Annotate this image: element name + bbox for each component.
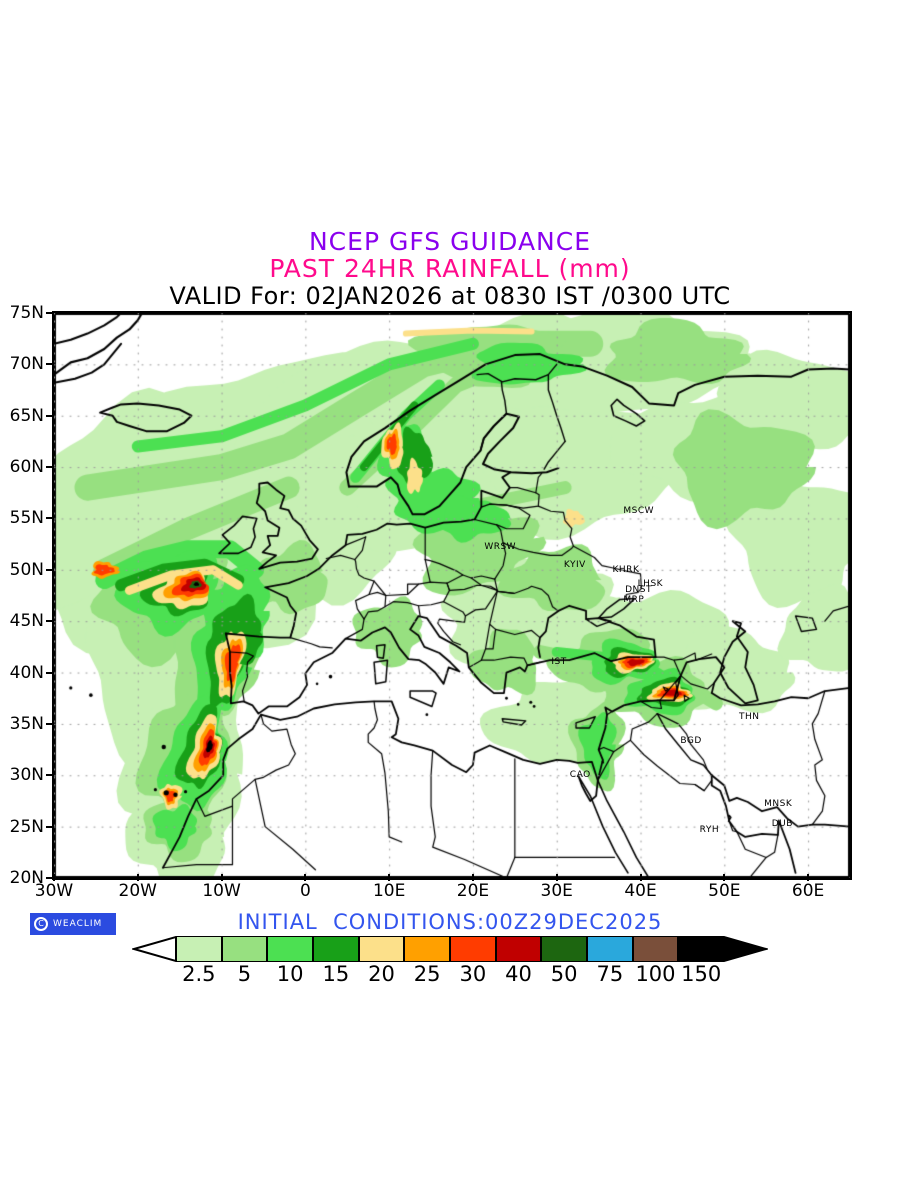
city-label-lhsk: LHSK (637, 579, 664, 590)
city-label-mrp: MRP (623, 594, 645, 605)
lon-tick (304, 874, 307, 881)
colorbar-tick-5: 5 (237, 962, 252, 986)
lat-tick (46, 466, 53, 469)
city-label-thn: THN (739, 711, 760, 722)
lat-label-50N: 50N (9, 559, 44, 580)
colorbar-band-2 (267, 936, 313, 962)
city-label-bgd: BGD (680, 736, 702, 747)
colorbar-tick-40: 40 (505, 962, 532, 986)
colorbar-band-0 (176, 936, 222, 962)
colorbar-band-9 (587, 936, 633, 962)
lat-label-65N: 65N (9, 405, 44, 426)
colorbar-tick-100: 100 (635, 962, 676, 986)
lat-tick (46, 620, 53, 623)
lat-label-55N: 55N (9, 508, 44, 529)
colorbar-tick-25: 25 (413, 962, 441, 986)
lat-tick (46, 825, 53, 828)
lat-tick (46, 363, 53, 366)
city-label-khrk: KHRK (612, 564, 640, 575)
city-label-wrsw: WRSW (484, 542, 517, 553)
colorbar-band-11 (678, 936, 724, 962)
lat-tick (46, 517, 53, 520)
colorbar-tick-15: 15 (322, 962, 350, 986)
colorbar-band-6 (450, 936, 496, 962)
lon-tick (807, 874, 810, 881)
lon-label-30W: 30W (34, 881, 74, 901)
city-label-mscw: MSCW (623, 505, 655, 516)
product-title: PAST 24HR RAINFALL (mm) (269, 254, 631, 283)
lat-tick (46, 414, 53, 417)
colorbar-band-10 (632, 936, 679, 962)
lon-tick (471, 874, 474, 881)
lat-label-40N: 40N (9, 662, 44, 683)
lon-label-40E: 40E (624, 881, 657, 901)
lat-tick (46, 877, 53, 879)
lat-label-35N: 35N (9, 713, 44, 734)
city-label-ist: IST (551, 657, 567, 668)
city-label-dnst: DNST (625, 585, 652, 596)
lon-tick (723, 874, 726, 881)
lon-label-60E: 60E (791, 881, 825, 901)
lon-label-10E: 10E (372, 881, 406, 901)
lat-tick (46, 774, 53, 777)
colorbar-tick-150: 150 (681, 962, 722, 986)
lon-label-10W: 10W (202, 881, 241, 901)
colorbar-band-1 (221, 936, 268, 962)
colorbar-under-arrow (132, 936, 176, 962)
map-frame: MSCW KYIV KHRK LHSK DNST MRP WRSW IST CAO THN BGD R… (52, 311, 852, 880)
lat-label-20N: 20N (9, 868, 44, 888)
lon-label-20E: 20E (456, 881, 490, 901)
model-title: NCEP GFS GUIDANCE (308, 227, 591, 256)
lon-tick (555, 874, 558, 881)
lon-tick (388, 874, 391, 881)
lat-tick (46, 312, 53, 314)
colorbar-tick-75: 75 (596, 962, 624, 986)
colorbar-over-arrow (724, 936, 768, 962)
colorbar-tick-2.5: 2.5 (182, 962, 216, 986)
lon-tick (220, 874, 223, 881)
city-label-cao: CAO (569, 770, 591, 781)
lat-label-70N: 70N (9, 354, 44, 375)
colorbar-tick-20: 20 (368, 962, 395, 986)
lon-tick (639, 874, 642, 881)
weaclim-logo: C WEACLIM (30, 913, 116, 935)
city-label-dub: DUB (771, 818, 793, 829)
lon-label-0: 0 (299, 881, 311, 901)
lon-label-20W: 20W (118, 881, 157, 901)
copyright-icon: C (34, 917, 48, 931)
lon-tick (136, 874, 139, 881)
colorbar-band-3 (313, 936, 359, 962)
lon-label-50E: 50E (708, 881, 741, 901)
colorbar-tick-10: 10 (276, 962, 304, 986)
lon-label-30E: 30E (540, 881, 573, 901)
lat-label-75N: 75N (9, 303, 44, 323)
colorbar-tick-30: 30 (459, 962, 487, 986)
city-label-ryh: RYH (699, 824, 720, 835)
colorbar-bands (132, 936, 768, 962)
lat-tick (46, 568, 53, 571)
rainfall-map-canvas (54, 313, 850, 878)
city-label-kyiv: KYIV (563, 560, 586, 571)
lat-tick (46, 722, 53, 725)
logo-label: WEACLIM (53, 919, 103, 929)
lon-tick (53, 874, 55, 881)
title-block: NCEP GFS GUIDANCE PAST 24HR RAINFALL (mm… (0, 228, 900, 310)
colorbar-band-4 (358, 936, 405, 962)
initial-conditions-text: INITIAL CONDITIONS:00Z29DEC2025 (237, 910, 663, 934)
lat-tick (46, 671, 53, 674)
colorbar-band-8 (541, 936, 587, 962)
city-label-mnsk: MNSK (764, 799, 793, 810)
lat-label-60N: 60N (9, 457, 44, 478)
colorbar: 2.5 5 10 15 20 25 30 40 50 75 100 150 (0, 936, 900, 988)
colorbar-band-7 (495, 936, 542, 962)
colorbar-tick-50: 50 (550, 962, 578, 986)
lat-label-30N: 30N (9, 765, 44, 786)
colorbar-band-5 (404, 936, 450, 962)
colorbar-tick-labels: 2.5 5 10 15 20 25 30 40 50 75 100 150 (130, 962, 770, 988)
lat-label-45N: 45N (9, 611, 44, 632)
valid-time-title: VALID For: 02JAN2026 at 0830 IST /0300 U… (169, 282, 731, 310)
lat-label-25N: 25N (9, 816, 44, 837)
